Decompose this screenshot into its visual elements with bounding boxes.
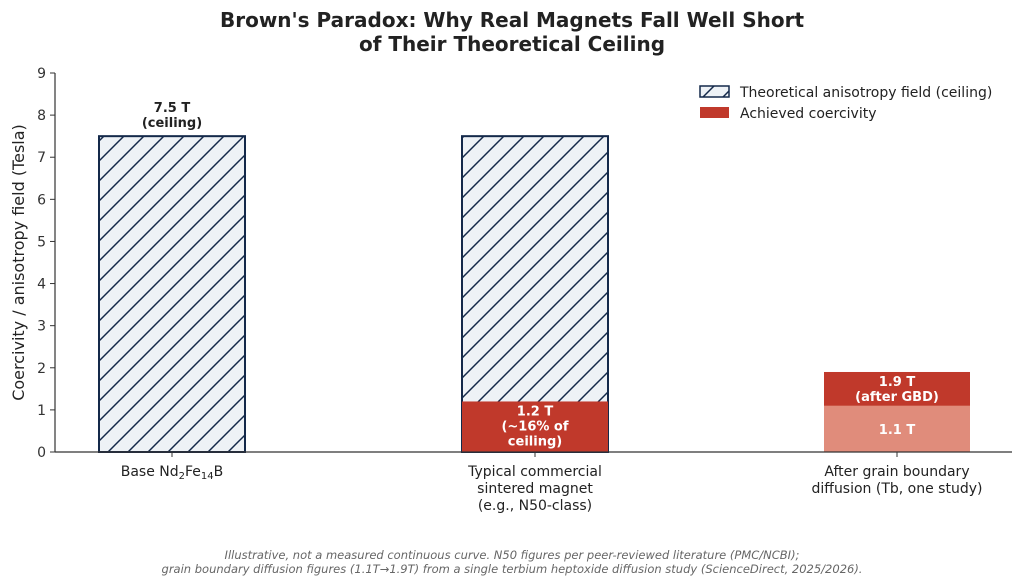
annotation-0-line-0: 7.5 T <box>154 101 191 116</box>
annotation-2-line-0: 1.9 T <box>879 375 916 390</box>
legend-swatch-0 <box>699 85 730 98</box>
annotation-1-line-2: ceiling) <box>508 434 562 449</box>
y-tick-label-1: 1 <box>37 403 46 419</box>
x-tick-label-1-segment-0: (e.g., N50-class) <box>478 498 592 514</box>
achieved-bar-1 <box>462 401 608 452</box>
x-tick-label-2-line-0: After grain boundary <box>824 464 969 480</box>
y-tick-label-3: 3 <box>37 319 46 335</box>
x-tick-label-1-line-0: Typical commercial <box>467 464 602 480</box>
x-tick-label-1-line-1: sintered magnet <box>477 481 593 497</box>
x-tick-label-0-segment-1: 2 <box>179 471 185 482</box>
ceiling-bar-0 <box>98 135 246 454</box>
legend-swatch-1 <box>700 107 729 118</box>
x-tick-label-0-segment-0: Base Nd <box>121 464 179 480</box>
x-tick-label-1-line-2: (e.g., N50-class) <box>478 498 592 514</box>
x-tick-label-0-segment-2: Fe <box>185 464 201 480</box>
y-tick-label-5: 5 <box>37 234 46 250</box>
y-tick-label-7: 7 <box>37 150 46 166</box>
chart-title: Brown's Paradox: Why Real Magnets Fall W… <box>0 8 1024 56</box>
legend-label-1: Achieved coercivity <box>740 106 877 122</box>
footnote-line-2: grain boundary diffusion figures (1.1T→1… <box>161 562 863 576</box>
y-tick-label-2: 2 <box>37 361 46 377</box>
annotation-2-line-1: (after GBD) <box>855 390 939 405</box>
x-tick-label-2-line-1: diffusion (Tb, one study) <box>812 481 983 497</box>
chart-title-line-2: of Their Theoretical Ceiling <box>358 32 666 56</box>
x-tick-label-0-segment-4: B <box>214 464 224 480</box>
footnote-line-1: Illustrative, not a measured continuous … <box>224 548 800 562</box>
y-tick-label-0: 0 <box>37 445 46 461</box>
footnote: Illustrative, not a measured continuous … <box>0 548 1024 576</box>
baseline-coercivity-segment <box>824 405 970 452</box>
x-tick-label-2-segment-0: After grain boundary <box>824 464 969 480</box>
x-tick-label-1-segment-0: sintered magnet <box>477 481 593 497</box>
legend-label-0: Theoretical anisotropy field (ceiling) <box>739 85 992 101</box>
annotation-3-line-0: 1.1 T <box>879 423 916 438</box>
x-tick-label-1-segment-0: Typical commercial <box>467 464 602 480</box>
annotation-1-line-1: (~16% of <box>501 419 568 434</box>
y-tick-label-9: 9 <box>37 66 46 82</box>
y-tick-label-6: 6 <box>37 192 46 208</box>
annotation-0-line-1: (ceiling) <box>142 116 202 131</box>
y-tick-label-4: 4 <box>37 277 46 293</box>
y-tick-label-8: 8 <box>37 108 46 124</box>
x-tick-label-0-line-0: Base Nd2Fe14B <box>121 464 224 482</box>
y-axis-label: Coercivity / anisotropy field (Tesla) <box>9 124 28 401</box>
x-tick-label-2-segment-0: diffusion (Tb, one study) <box>812 481 983 497</box>
x-tick-label-0-segment-3: 14 <box>201 471 214 482</box>
chart-title-line-1: Brown's Paradox: Why Real Magnets Fall W… <box>219 8 805 32</box>
annotation-1-line-0: 1.2 T <box>517 404 554 419</box>
plot-area: 0 1 2 3 4 5 6 7 8 9 Coercivity / anisotropy field … <box>9 66 1012 514</box>
